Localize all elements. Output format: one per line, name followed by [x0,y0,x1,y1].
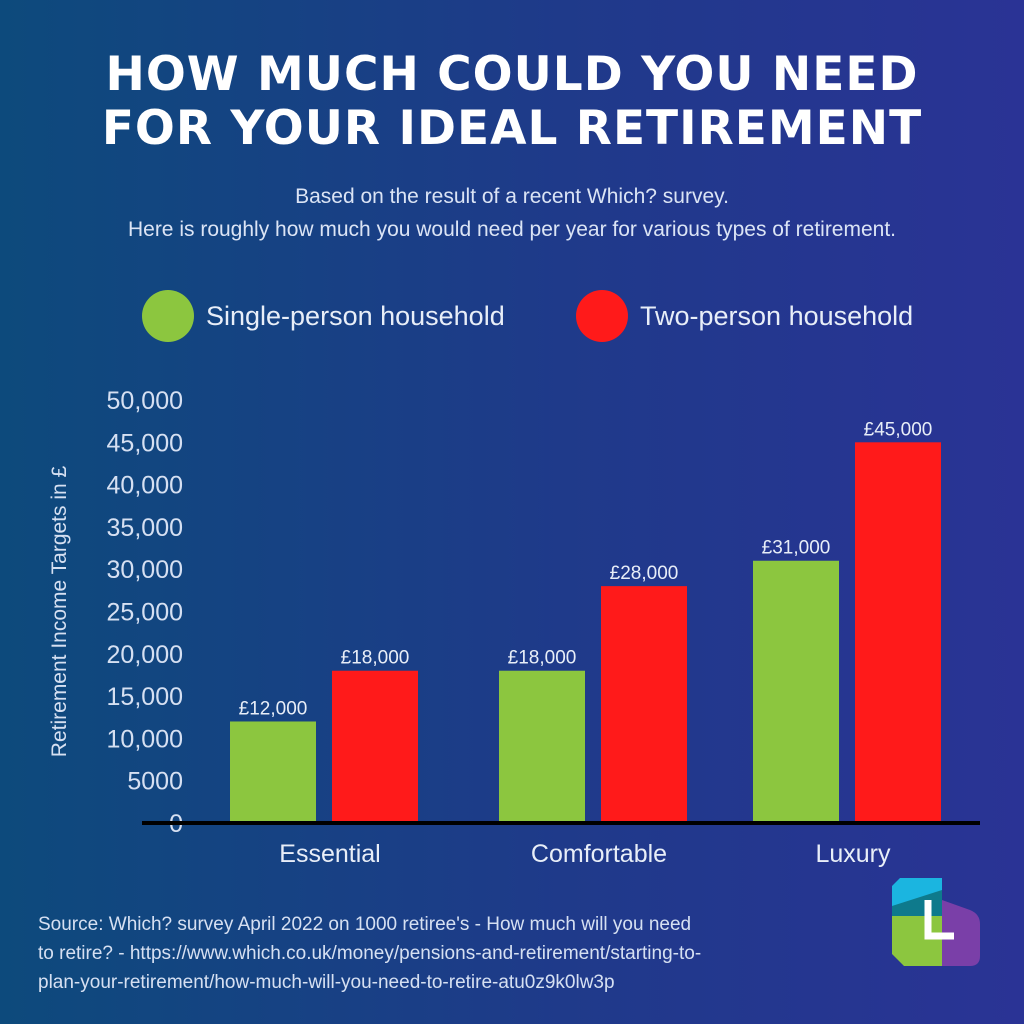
legend-item-single: Single-person household [142,290,505,342]
legend-swatch-two [576,290,628,342]
data-label: £18,000 [508,648,577,669]
y-tick-label: 30,000 [107,556,183,584]
subtitle-line-1: Based on the result of a recent Which? s… [295,185,729,208]
y-tick-label: 10,000 [107,725,183,753]
bar-comfortable-two [601,586,687,821]
bar-essential-single [230,721,316,821]
x-tick-label: Essential [279,840,380,868]
y-axis-label: Retirement Income Targets in £ [48,465,71,757]
source-note: Source: Which? survey April 2022 on 1000… [38,910,878,997]
y-tick-label: 15,000 [107,683,183,711]
bar-chart: Retirement Income Targets in £0500010,00… [48,387,980,868]
data-label: £31,000 [762,538,831,559]
page-title: HOW MUCH COULD YOU NEED FOR YOUR IDEAL R… [0,48,1024,156]
source-line-3: plan-your-retirement/how-much-will-you-n… [38,972,615,993]
bar-comfortable-single [499,670,585,821]
y-tick-label: 50,000 [107,387,183,415]
x-tick-label: Comfortable [531,840,667,868]
data-label: £12,000 [239,698,308,719]
subtitle-line-2: Here is roughly how much you would need … [127,218,897,241]
subtitle: Based on the result of a recent Which? s… [0,180,1024,246]
y-tick-label: 45,000 [107,429,183,457]
bar-luxury-single [753,560,839,821]
data-label: £45,000 [864,419,933,440]
title-line-2: FOR YOUR IDEAL RETIREMENT [101,101,923,156]
y-tick-label: 20,000 [107,641,183,669]
l-logo-icon [892,878,980,966]
data-label: £18,000 [341,648,410,669]
bar-essential-two [332,670,418,821]
source-line-2: to retire? - https://www.which.co.uk/mon… [38,943,702,964]
legend-label-two: Two-person household [640,300,914,331]
title-line-1: HOW MUCH COULD YOU NEED [105,47,919,102]
legend-label-single: Single-person household [206,300,505,331]
y-tick-label: 25,000 [107,599,183,627]
x-tick-label: Luxury [815,840,891,868]
source-line-1: Source: Which? survey April 2022 on 1000… [38,914,692,935]
legend-item-two: Two-person household [576,290,913,342]
y-tick-label: 40,000 [107,472,183,500]
bar-luxury-two [855,442,941,821]
legend-swatch-single [142,290,194,342]
data-label: £28,000 [610,563,679,584]
y-tick-label: 5000 [127,768,183,796]
y-tick-label: 35,000 [107,514,183,542]
